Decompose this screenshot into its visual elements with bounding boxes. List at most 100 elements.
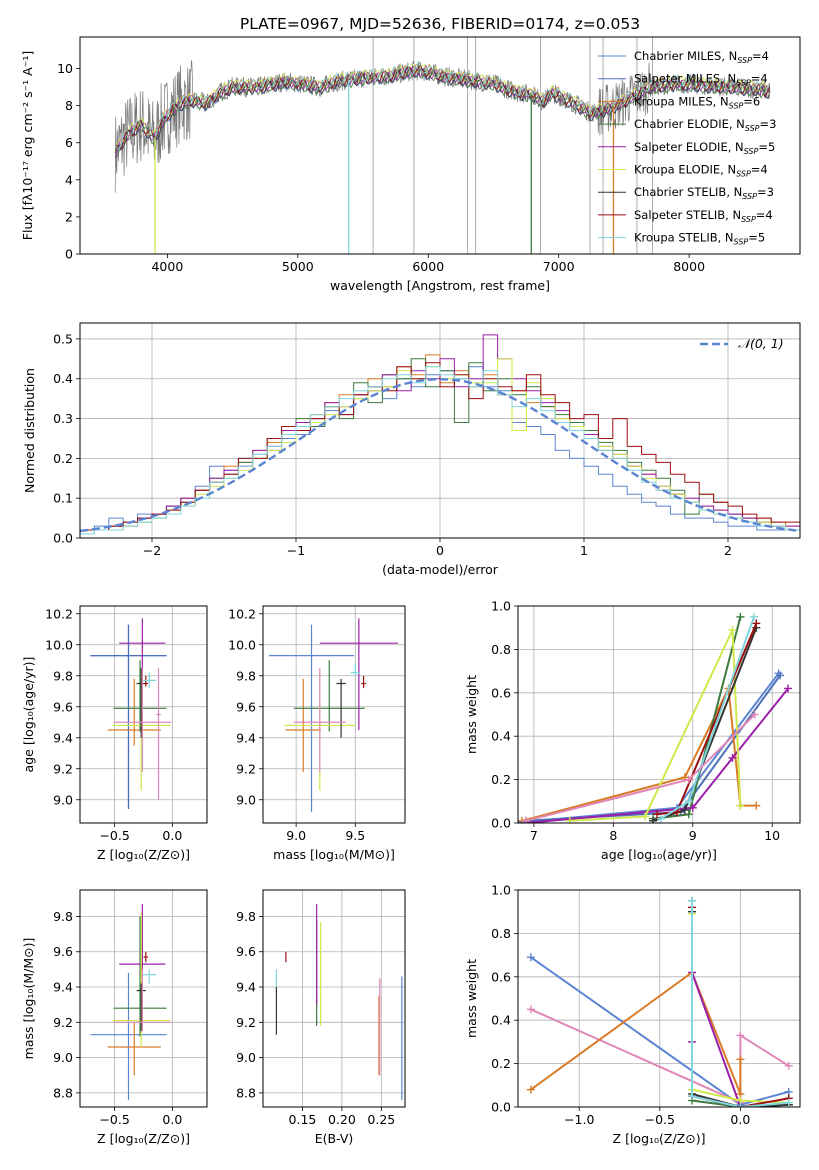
x-tick-label: 0.15: [289, 1112, 317, 1127]
plus-marker: [752, 619, 761, 628]
y-tick-label: 0.2: [53, 451, 73, 466]
model-spectrum-line: [114, 63, 770, 153]
legend-text: Salpeter MILES, N: [634, 72, 736, 86]
plus-marker: [728, 753, 737, 762]
y-axis-label: mass weight: [464, 675, 479, 754]
plus-marker: [784, 684, 793, 693]
legend-tail: =5: [748, 231, 765, 245]
x-tick-label: 1: [580, 543, 588, 558]
axes-frame: [262, 605, 406, 824]
y-tick-label: 9.6: [236, 699, 256, 714]
x-tick-label: 0.0: [730, 1112, 750, 1127]
plus-marker: [680, 805, 689, 814]
plot-area: [90, 618, 172, 810]
x-tick-label: 0: [436, 543, 444, 558]
x-tick-label: 7: [530, 828, 538, 843]
mass-weight-line: [525, 713, 756, 822]
plus-marker: [750, 710, 759, 719]
y-tick-label: 4: [65, 172, 73, 187]
y-tick-label: 10.2: [45, 606, 73, 621]
legend-subscript: SSP: [737, 56, 752, 65]
panel-residuals: −2 −1 0 1 2 0.0 0.1 0.2 0.3 0.4 0.5 (data-model)/er…: [22, 322, 801, 577]
x-axis-label: mass [log₁₀(M/M⊙)]: [273, 847, 395, 862]
plus-marker: [684, 775, 693, 784]
y-tick-label: 9.2: [236, 1015, 256, 1030]
plot-area: [80, 334, 800, 538]
plus-marker: [521, 816, 530, 823]
legend-tail: =6: [743, 94, 760, 108]
y-tick-label: 9.8: [53, 668, 73, 683]
axes-frame: [79, 889, 208, 1108]
y-tick-label: 9.0: [53, 792, 73, 807]
legend-label: Chabrier ELODIE, NSSP=3: [634, 117, 776, 133]
y-tick-label: 9.2: [236, 761, 256, 776]
y-tick-label: 0.4: [491, 1013, 511, 1028]
legend-tail: =5: [758, 140, 775, 154]
mass-weight-line: [691, 900, 789, 1107]
mass-weight-line: [525, 687, 789, 823]
y-tick-label: 0.2: [491, 772, 511, 787]
legend-tail: =4: [751, 163, 768, 177]
y-tick-label: 9.4: [53, 980, 73, 995]
x-axis-label: Z [log₁₀(Z/Z⊙)]: [613, 1131, 706, 1146]
plus-marker: [526, 1005, 535, 1014]
x-tick-label: 4000: [151, 259, 183, 274]
panel-age-vs-Z: −0.5 0.0 9.0 9.2 9.4 9.6 9.8 10.0 10.2 Z [log₁₀(Z…: [21, 605, 208, 862]
y-tick-label: 0.0: [53, 531, 73, 546]
y-tick-label: 0.0: [491, 816, 511, 831]
x-tick-label: 8000: [673, 259, 705, 274]
legend-subscript: SSP: [741, 215, 756, 224]
y-tick-label: 0.8: [491, 926, 511, 941]
y-tick-label: 1.0: [491, 599, 511, 614]
legend-label: Kroupa ELODIE, NSSP=4: [634, 163, 768, 179]
legend-text: Kroupa MILES, N: [634, 94, 729, 108]
axes-frame: [79, 322, 801, 539]
y-tick-label: 10: [57, 61, 73, 76]
y-tick-label: 10.0: [45, 637, 73, 652]
plus-marker: [565, 816, 574, 823]
plus-marker: [688, 896, 697, 905]
y-tick-label: 0.6: [491, 685, 511, 700]
axes-frame: [517, 605, 801, 824]
x-axis-label: Z [log₁₀(Z/Z⊙)]: [97, 1131, 190, 1146]
mass-weight-line: [569, 629, 742, 822]
plot-area: [268, 618, 398, 813]
legend-tail: =4: [752, 49, 769, 63]
legend-subscript: SSP: [736, 170, 751, 179]
x-tick-label: −0.5: [99, 828, 129, 843]
x-tick-label: 10: [764, 828, 780, 843]
plus-marker: [684, 810, 693, 819]
y-tick-label: 0.1: [53, 491, 73, 506]
x-axis-label: wavelength [Angstrom, rest frame]: [330, 278, 550, 293]
y-tick-label: 9.6: [53, 944, 73, 959]
x-tick-label: 8: [609, 828, 617, 843]
x-tick-label: −0.5: [645, 1112, 675, 1127]
y-axis-label: mass weight: [464, 959, 479, 1038]
plus-marker: [656, 814, 665, 823]
x-axis-label: E(B-V): [315, 1131, 354, 1146]
y-tick-label: 9.8: [236, 909, 256, 924]
legend-text: Kroupa STELIB, N: [634, 231, 734, 245]
x-tick-label: −2: [143, 543, 161, 558]
plus-marker: [736, 801, 745, 810]
x-tick-label: −0.5: [99, 1112, 129, 1127]
y-tick-label: 0: [65, 247, 73, 262]
panel-mass-vs-Z: −0.5 0.0 8.8 9.0 9.2 9.4 9.6 9.8 Z [log₁₀(Z/Z⊙)]…: [21, 889, 208, 1146]
axes-frame: [79, 605, 208, 824]
x-axis-label: Z [log₁₀(Z/Z⊙)]: [97, 847, 190, 862]
mass-weight-line: [530, 970, 742, 1095]
legend-text: Chabrier STELIB, N: [634, 185, 742, 199]
y-axis-label: age [log₁₀(age/yr)]: [21, 657, 36, 773]
y-tick-label: 9.2: [53, 761, 73, 776]
plus-marker: [784, 1098, 793, 1107]
axes-frame: [517, 889, 801, 1108]
legend-tail: =3: [760, 117, 777, 131]
y-tick-label: 0.2: [491, 1056, 511, 1071]
plus-marker: [653, 810, 662, 819]
plot-area: [275, 904, 403, 1100]
x-tick-label: 0.20: [328, 1112, 356, 1127]
legend-subscript: SSP: [734, 238, 749, 247]
y-tick-label: 9.6: [53, 699, 73, 714]
legend-subscript: SSP: [742, 192, 757, 201]
